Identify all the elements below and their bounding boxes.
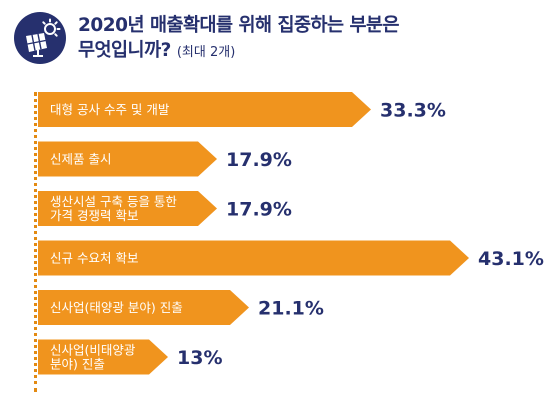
chart-title: 2020년 매출확대를 위해 집중하는 부분은 무엇입니까? (최대 2개) — [78, 14, 548, 66]
bar-1 — [38, 92, 371, 127]
title-question: 무엇입니까? — [78, 40, 171, 61]
bar-category-label: 신규 수요처 확보 — [50, 251, 138, 266]
bar-value-label: 17.9% — [226, 199, 292, 221]
title-line-2: 무엇입니까? (최대 2개) — [78, 38, 548, 66]
bar-2 — [38, 141, 217, 177]
axis-dotted-line — [34, 92, 37, 392]
bar-category-label: 분야) 진출 — [50, 357, 105, 372]
chart-subtitle: (최대 2개) — [176, 45, 236, 60]
bar-group-4: 신규 수요처 확보 43.1% — [38, 240, 544, 276]
bar-value-label: 21.1% — [258, 298, 324, 320]
bar-group-5: 신사업(태양광 분야) 진출 21.1% — [38, 290, 324, 325]
bar-5 — [38, 290, 249, 325]
bar-category-label: 신사업(비태양광 — [50, 343, 136, 358]
bar-value-label: 33.3% — [380, 100, 446, 122]
bar-group-2: 신제품 출시 17.9% — [38, 141, 292, 177]
solar-panel-sun-icon — [14, 12, 66, 64]
bar-category-label: 생산시설 구축 등을 통한 — [50, 194, 177, 209]
bar-category-label: 대형 공사 수주 및 개발 — [50, 102, 170, 117]
bar-category-label: 신제품 출시 — [50, 152, 111, 167]
bar-value-label: 43.1% — [478, 248, 544, 270]
bar-group-1: 대형 공사 수주 및 개발 33.3% — [38, 92, 446, 127]
bar-4 — [38, 240, 469, 276]
bar-value-label: 13% — [177, 347, 222, 369]
bar-value-label: 17.9% — [226, 149, 292, 171]
bar-category-label: 신사업(태양광 분야) 진출 — [50, 300, 183, 315]
bar-3 — [38, 191, 217, 226]
bar-category-label: 가격 경쟁력 확보 — [50, 208, 138, 223]
bar-6 — [38, 339, 168, 375]
title-line-1: 2020년 매출확대를 위해 집중하는 부분은 — [78, 15, 400, 36]
